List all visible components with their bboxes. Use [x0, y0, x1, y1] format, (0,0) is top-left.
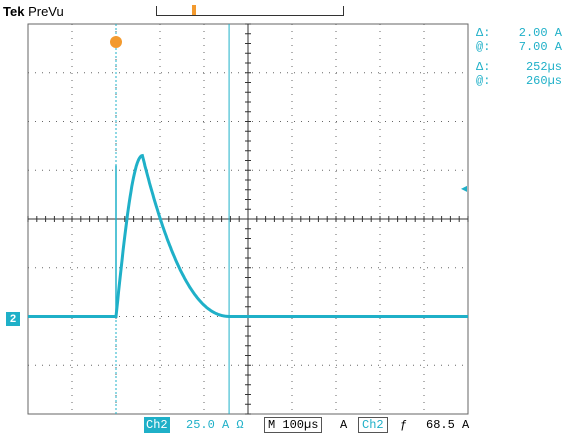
vertical-scale: 25.0 A Ω: [186, 418, 244, 432]
timebase: M 100µs: [264, 417, 323, 433]
cursor-at-time: @: 260µs: [476, 74, 562, 88]
channel-2-ground-marker: 2: [6, 312, 20, 326]
delta-symbol: Δ:: [476, 60, 491, 74]
cursor-at-amp: @: 7.00 A: [476, 40, 562, 54]
trigger-label: A: [340, 418, 348, 432]
mode-prevu: PreVu: [28, 4, 64, 19]
trigger-slope-icon: ƒ: [400, 418, 408, 432]
cursor-delta-amp: Δ: 2.00 A: [476, 26, 562, 40]
trigger-source: Ch2: [358, 417, 388, 433]
trigger-position-marker: [192, 5, 196, 15]
record-position-bar: [156, 5, 344, 16]
at-symbol: @:: [476, 74, 491, 88]
status-bar: Ch2 25.0 A Ω M 100µs A Ch2 ƒ 68.5 A: [144, 417, 564, 433]
trigger-level: 68.5 A: [426, 418, 470, 432]
delta-symbol: Δ:: [476, 26, 491, 40]
at-time-value: 260µs: [525, 74, 562, 88]
channel-badge[interactable]: Ch2: [144, 417, 170, 433]
cursor-readouts: Δ: 2.00 A @: 7.00 A Δ: 252µs @: 260µs: [476, 26, 562, 88]
brand-tek: Tek: [3, 4, 25, 19]
brand-label: Tek PreVu: [3, 4, 64, 19]
trigger-position-icon: [110, 36, 122, 48]
at-symbol: @:: [476, 40, 491, 54]
trigger-level-arrow-icon: ◂: [461, 181, 468, 195]
at-amp-value: 7.00 A: [518, 40, 562, 54]
delta-amp-value: 2.00 A: [518, 26, 562, 40]
delta-time-value: 252µs: [525, 60, 562, 74]
cursor-delta-time: Δ: 252µs: [476, 60, 562, 74]
waveform-trace: [28, 153, 468, 318]
